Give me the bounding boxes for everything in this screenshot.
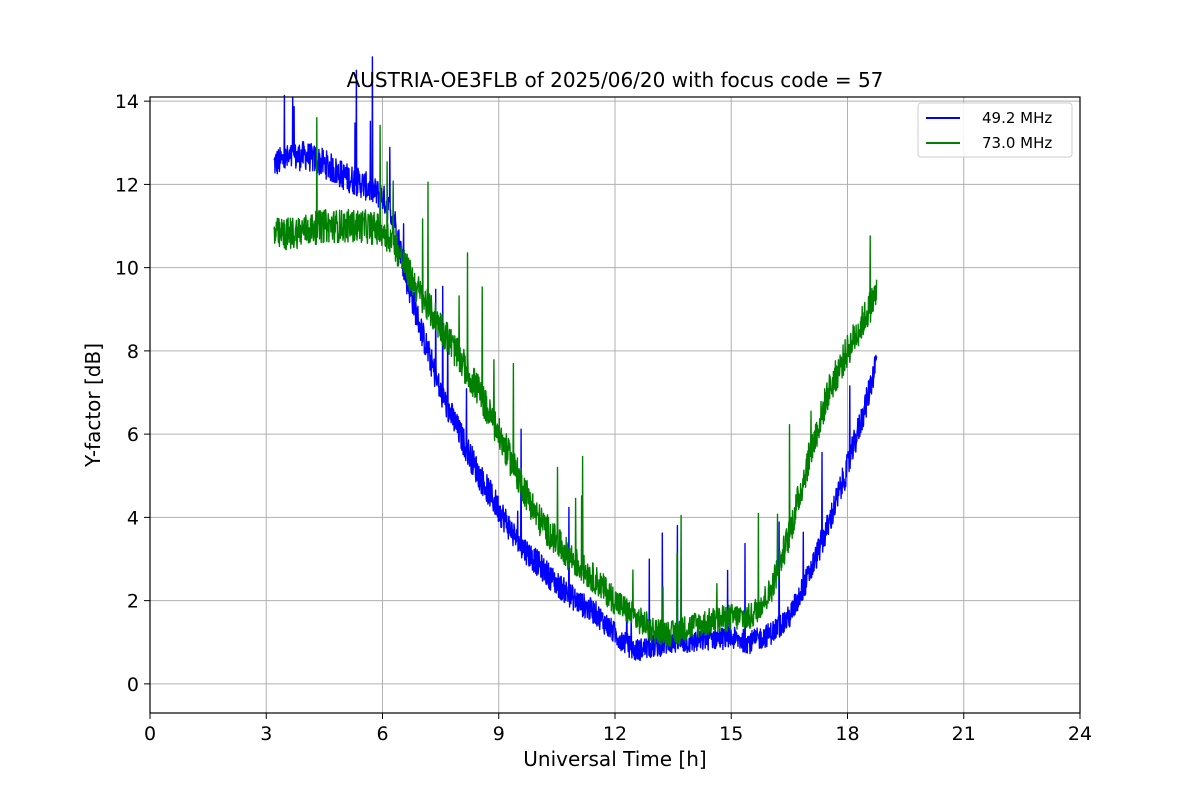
chart-title: AUSTRIA-OE3FLB of 2025/06/20 with focus …	[347, 68, 884, 92]
x-tick-label: 3	[260, 723, 272, 745]
y-tick-label: 10	[115, 258, 139, 280]
x-tick-label: 21	[952, 723, 976, 745]
series-line-1	[273, 56, 878, 661]
x-axis-label: Universal Time [h]	[523, 747, 706, 771]
legend-entry: 49.2 MHz	[982, 109, 1052, 127]
y-tick-label: 2	[127, 591, 139, 613]
y-tick-label: 14	[115, 91, 139, 113]
series-line-2	[273, 117, 878, 648]
y-tick-label: 12	[115, 174, 139, 196]
x-tick-label: 9	[493, 723, 505, 745]
x-tick-label: 0	[144, 723, 156, 745]
x-tick-label: 15	[719, 723, 743, 745]
y-tick-label: 4	[127, 507, 139, 529]
y-axis-label: Y-factor [dB]	[81, 343, 105, 468]
y-tick-label: 8	[127, 341, 139, 363]
plot-series	[273, 56, 878, 661]
x-tick-label: 18	[835, 723, 859, 745]
x-tick-label: 24	[1068, 723, 1092, 745]
legend-entry: 73.0 MHz	[982, 134, 1052, 152]
legend: 49.2 MHz 73.0 MHz	[917, 102, 1073, 158]
y-tick-label: 0	[127, 674, 139, 696]
x-tick-label: 6	[376, 723, 388, 745]
x-tick-label: 12	[603, 723, 627, 745]
y-tick-label: 6	[127, 424, 139, 446]
